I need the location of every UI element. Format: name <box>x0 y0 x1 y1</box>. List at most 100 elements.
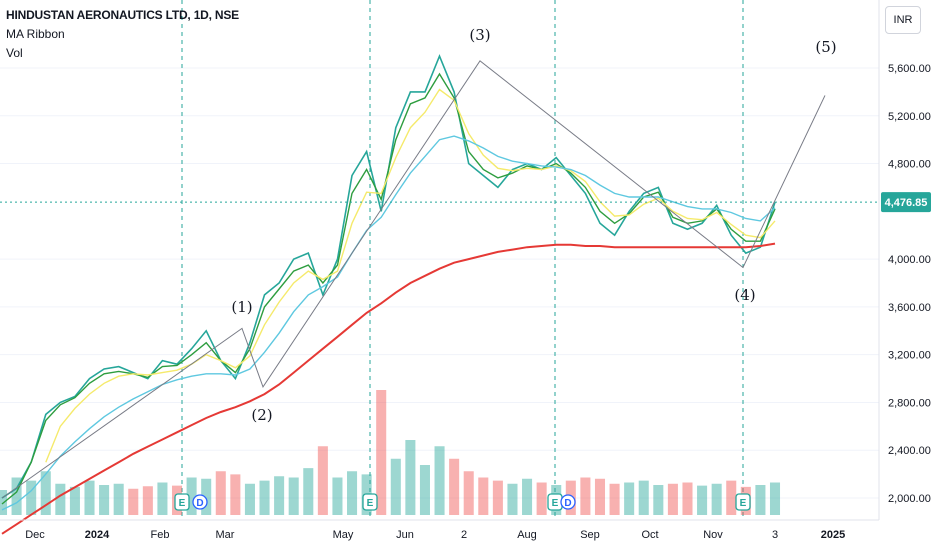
volume-bar <box>84 480 95 515</box>
event-marker[interactable]: D <box>560 494 576 510</box>
volume-bar <box>347 471 358 515</box>
wave-label: (2) <box>251 406 272 424</box>
volume-bar <box>405 440 416 515</box>
volume-bar <box>463 471 474 515</box>
volume-bar <box>609 483 620 515</box>
series-line-ma-20 <box>45 88 776 463</box>
event-marker-label: D <box>564 498 571 509</box>
volume-bar <box>726 480 737 515</box>
price-tick-label: 4,800.00 <box>888 159 931 171</box>
price-tick-label: 2,000.00 <box>888 493 931 505</box>
volume-bar <box>449 458 460 515</box>
volume-bar <box>638 480 649 515</box>
volume-bar <box>697 485 708 515</box>
earnings-marker <box>735 493 751 511</box>
time-tick-label: May <box>333 529 354 541</box>
volume-bar <box>288 477 299 515</box>
price-axis: 5,600.00 5,200.00 4,800.00 4,000.00 3,600.00… <box>888 63 931 505</box>
volume-bar <box>215 471 226 515</box>
volume-bar <box>769 482 781 515</box>
time-tick-label: 2 <box>461 529 467 541</box>
volume-bar <box>390 458 401 515</box>
event-marker-label: E <box>367 498 374 509</box>
price-tick-label: 3,600.00 <box>888 302 931 314</box>
wave-label: (5) <box>815 38 836 56</box>
time-tick-label: 3 <box>772 529 778 541</box>
volume-bar <box>142 486 153 515</box>
volume-bar <box>11 477 22 515</box>
volume-bar <box>230 474 241 515</box>
wave-label: (3) <box>469 26 490 44</box>
volume-bar <box>69 486 80 515</box>
volume-bar <box>478 477 489 515</box>
time-tick-label: Jun <box>396 529 414 541</box>
time-tick-label: Sep <box>580 529 600 541</box>
time-tick-label: Nov <box>703 529 723 541</box>
price-tick-label: 2,400.00 <box>888 445 931 457</box>
volume-bar <box>332 477 343 515</box>
volume-bar <box>653 485 664 515</box>
dividend-marker <box>560 494 576 510</box>
wave-label: (4) <box>734 286 755 304</box>
volume-bar <box>492 480 503 515</box>
volume-bar <box>40 471 51 515</box>
current-price-badge <box>881 192 931 213</box>
price-tick-label: 5,200.00 <box>888 111 931 123</box>
earnings-marker <box>362 493 378 511</box>
symbol-title[interactable]: HINDUSTAN AERONAUTICS LTD, 1D, NSE <box>6 8 239 22</box>
volume-bar <box>55 483 66 515</box>
volume-bar <box>624 482 635 515</box>
series-lines <box>1 53 776 535</box>
event-marker[interactable]: D <box>192 494 208 510</box>
ma-ribbon-label[interactable]: MA Ribbon <box>6 27 65 41</box>
volume-bar <box>419 465 430 515</box>
event-lines <box>181 0 744 520</box>
event-marker[interactable]: E <box>735 493 751 511</box>
volume-bar <box>711 483 722 515</box>
event-marker-label: E <box>179 498 186 509</box>
time-axis: Dec 2024 Feb Mar May Jun 2 Aug Sep Oct Nov 3 2025 <box>25 529 845 541</box>
grid <box>0 67 879 499</box>
time-tick-label: Feb <box>151 529 170 541</box>
volume-bar <box>274 476 285 515</box>
volume-bar <box>580 477 591 515</box>
elliott-wave-line <box>1 60 826 499</box>
event-marker-label: E <box>740 498 747 509</box>
series-line-ma-200 <box>1 242 776 535</box>
series-line-ma-fast <box>1 72 776 505</box>
volume-bar <box>522 478 533 515</box>
price-tick-label: 4,000.00 <box>888 254 931 266</box>
event-marker[interactable]: E <box>547 493 563 511</box>
volume-bar <box>26 480 37 515</box>
volume-bar <box>536 482 547 515</box>
volume-bar <box>434 446 445 515</box>
earnings-marker <box>174 493 190 511</box>
wave-labels: (1) (2) (3) (4) (5) <box>231 26 836 424</box>
event-marker-label: E <box>552 498 559 509</box>
time-tick-label: Dec <box>25 529 45 541</box>
event-marker[interactable]: E <box>174 493 190 511</box>
volume-bar <box>667 483 678 515</box>
volume-bar <box>259 480 270 515</box>
volume-bar <box>128 488 139 515</box>
time-tick-label: Aug <box>517 529 537 541</box>
time-tick-label: 2025 <box>821 529 845 541</box>
volume-bar <box>303 468 314 515</box>
volume-bar <box>99 485 110 515</box>
volume-bar <box>186 477 197 515</box>
chart-legend: HINDUSTAN AERONAUTICS LTD, 1D, NSE MA Ri… <box>6 6 239 63</box>
price-tick-label: 3,200.00 <box>888 350 931 362</box>
volume-bar <box>376 390 387 515</box>
volume-histogram <box>0 390 781 515</box>
volume-label[interactable]: Vol <box>6 46 23 60</box>
series-line-ma-50 <box>1 135 776 511</box>
current-price-tag: 4,476.85 <box>0 192 931 213</box>
event-marker[interactable]: E <box>362 493 378 511</box>
currency-button[interactable]: INR <box>885 6 921 34</box>
current-price-label: 4,476.85 <box>885 197 928 209</box>
volume-bar <box>682 482 693 515</box>
elliott-wave <box>1 60 826 499</box>
wave-label: (1) <box>231 298 252 316</box>
